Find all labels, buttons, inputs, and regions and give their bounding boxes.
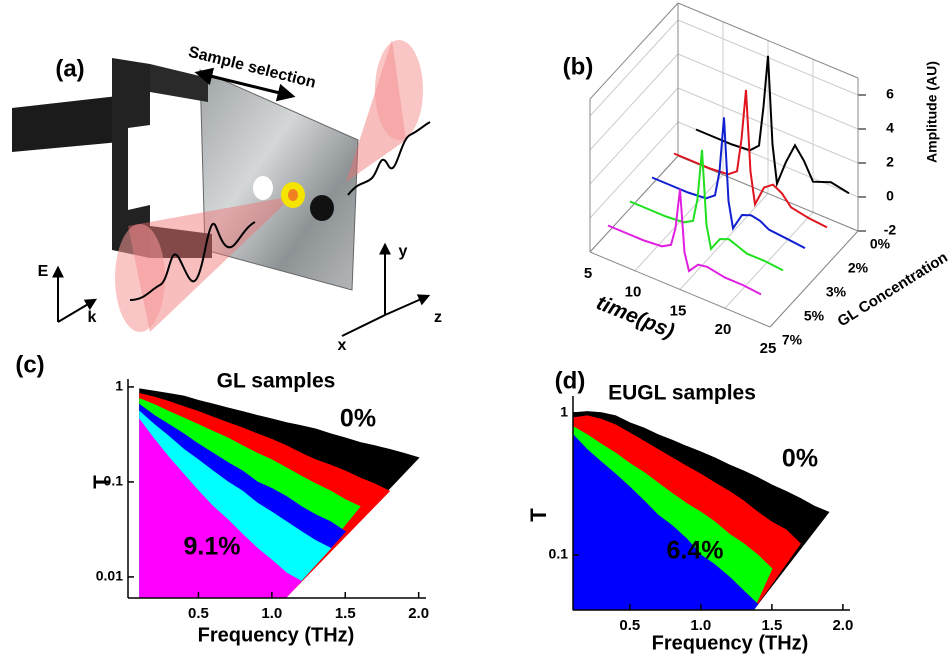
y-tick-label: 0.01 [96, 568, 123, 584]
axis-line [769, 230, 859, 328]
trace [629, 149, 784, 272]
annotation: 6.4% [667, 537, 724, 565]
hole [253, 176, 273, 200]
x-axis-label: Frequency (THz) [198, 624, 355, 646]
z-tick-label: 2% [848, 260, 869, 276]
y-tick-label: 4 [886, 120, 894, 136]
z-tick-label: 7% [782, 332, 803, 348]
x-tick-label: 2.0 [832, 617, 853, 634]
holder-prong [150, 226, 212, 258]
y-tick-label: 0 [886, 188, 894, 204]
axis-arrow [384, 294, 431, 316]
axis-name: z [434, 309, 442, 326]
axis-arrow [341, 314, 386, 337]
beam-cone [128, 196, 293, 332]
chart-title: GL samples [217, 370, 336, 393]
trace [673, 89, 828, 229]
y-tick-label: 0.1 [549, 546, 569, 562]
x-tick-label: 10 [625, 284, 642, 301]
z-tick-label: 0% [870, 236, 891, 252]
y-tick-label: 6 [886, 86, 894, 102]
holder-bar [12, 96, 120, 152]
x-tick-label: 1.5 [761, 617, 782, 634]
trace [695, 55, 850, 195]
selection-arrow [194, 67, 296, 102]
axis-name: k [88, 309, 97, 326]
grid-line [589, 53, 679, 151]
axis-name: E [38, 263, 49, 280]
y-axis-label: T [526, 508, 551, 522]
sample-plate [199, 69, 359, 291]
x-axis-label: Frequency (THz) [652, 632, 809, 654]
grid-line [589, 87, 679, 185]
annotation: 0% [782, 445, 818, 473]
x-tick-label: 20 [715, 321, 732, 338]
chart-title: EUGL samples [608, 382, 756, 405]
beam-cone [375, 40, 423, 140]
x-tick-label: 0.5 [619, 617, 640, 634]
y-tick-label: -2 [884, 222, 897, 238]
wave [347, 121, 431, 196]
grid-line [589, 19, 679, 117]
axis-line [589, 2, 679, 100]
x-tick-label: 1.0 [690, 617, 711, 634]
grid-line [679, 193, 769, 290]
x-tick-label: 1.5 [335, 605, 356, 622]
trace [651, 117, 806, 249]
holder-prong [150, 64, 208, 102]
x-tick-label: 25 [760, 340, 777, 357]
z-tick-label: 3% [826, 284, 847, 300]
y-tick-label: 1 [560, 403, 568, 419]
grid-line [724, 211, 814, 309]
grid-line [589, 121, 679, 219]
y-tick-label: 1 [115, 378, 123, 394]
annotation: 9.1% [184, 533, 241, 561]
axis-arrow [57, 298, 98, 323]
wave [129, 221, 256, 301]
x-tick-label: 2.0 [408, 605, 429, 622]
setup-illustration: Sample selection (a) E k y x z [12, 40, 442, 354]
x-tick-label: 1.0 [261, 605, 282, 622]
area [139, 418, 303, 599]
hole [310, 195, 334, 221]
axis-name: y [399, 243, 408, 260]
z-tick-label: 5% [804, 308, 825, 324]
y-axis-label: T [89, 475, 114, 489]
annotation: 0% [340, 405, 376, 433]
trace [607, 189, 762, 296]
beam-cone [115, 224, 165, 332]
axis-name: x [338, 337, 347, 354]
panel-label: (d) [555, 367, 586, 394]
hole [288, 189, 298, 201]
x-tick-label: 5 [584, 265, 592, 282]
x-tick-label: 0.5 [188, 605, 209, 622]
axis-line [677, 2, 859, 79]
y-tick-label: 2 [886, 154, 894, 170]
panel-label: (b) [563, 53, 594, 80]
grid-line [634, 174, 724, 272]
axis-line [589, 251, 771, 328]
holder-window [128, 125, 150, 210]
y-axis-label: Amplitude (AU) [924, 61, 940, 163]
panel-label: (a) [55, 55, 84, 82]
panel-label: (c) [15, 351, 44, 378]
x-tick-label: 15 [670, 302, 687, 319]
area [572, 433, 759, 611]
y-tick-label: 0.1 [104, 473, 124, 489]
